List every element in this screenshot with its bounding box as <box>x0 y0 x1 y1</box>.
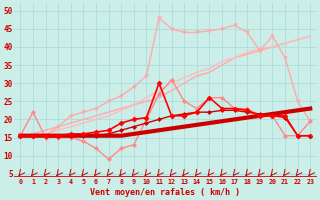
X-axis label: Vent moyen/en rafales ( km/h ): Vent moyen/en rafales ( km/h ) <box>90 188 240 197</box>
